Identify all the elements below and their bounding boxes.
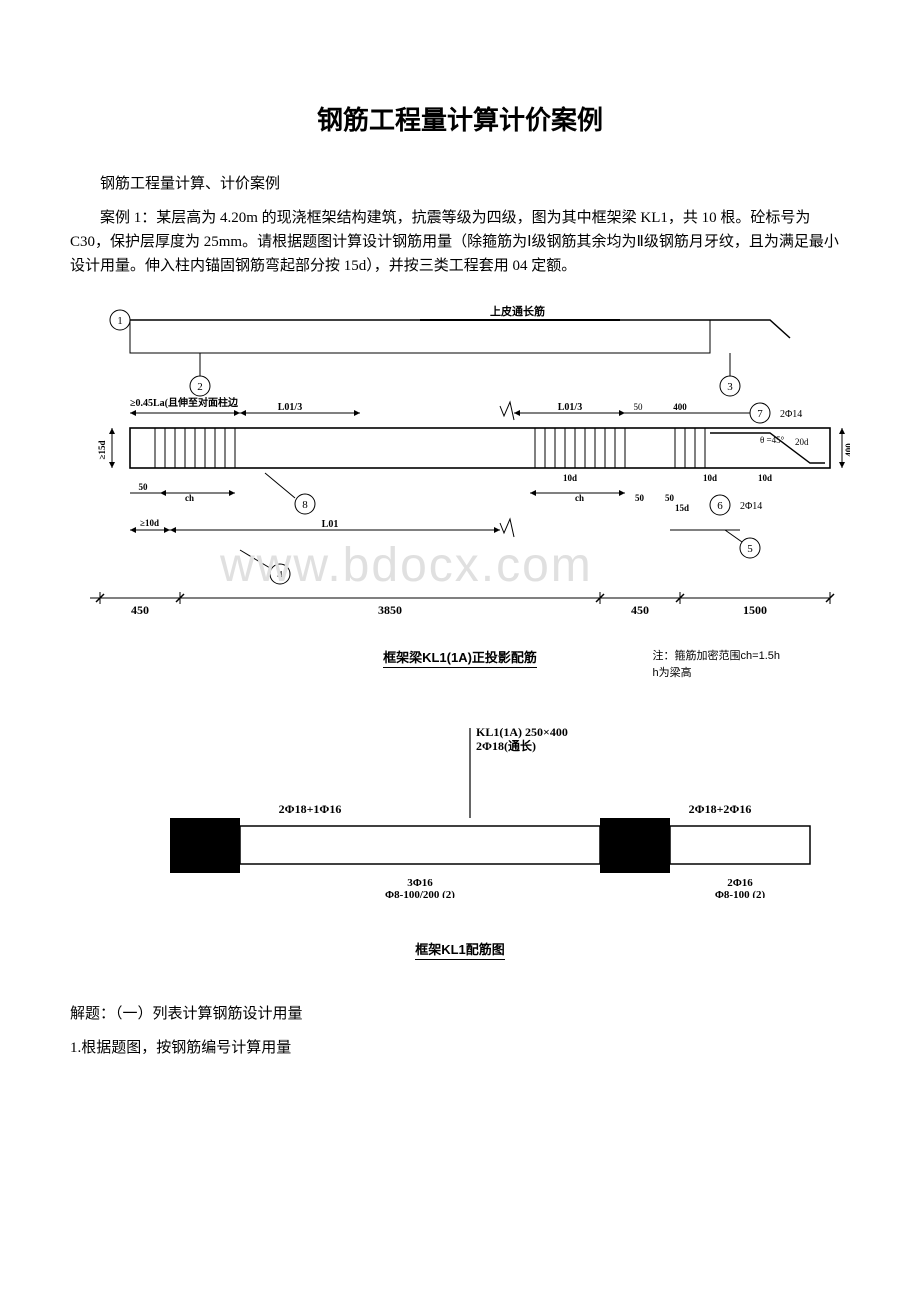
right-top-reinf: 2Φ18+2Φ16 [689,802,752,816]
d50-c: 50 [635,493,645,503]
elevation-diagram: 上皮通长筋 1 2 3 ≥0.45La(且伸至对面柱边 L01/3 L01/3 … [70,298,850,638]
ch-b: ch [575,493,584,503]
right-bot1: 2Φ16 [727,877,753,889]
d50-b: 50 [139,482,149,492]
d50-a: 50 [634,402,644,412]
bar2phi14-a: 2Φ14 [780,409,802,420]
bar2phi14-b: 2Φ14 [740,501,762,512]
dim10d-a: 10d [563,473,577,483]
fifteen-d: ≥15d [97,440,107,459]
diag2-title: 框架KL1配筋图 [415,942,505,960]
d400-a: 400 [673,402,687,412]
diag1-note1: 注：箍筋加密范围ch=1.5h [653,650,780,662]
circle-3: 3 [727,381,733,393]
answer-line2: 1.根据题图，按钢筋编号计算用量 [70,1036,850,1060]
circle-6: 6 [717,500,723,512]
circle-7: 7 [757,408,763,420]
circle-2: 2 [197,381,203,393]
theta-45: θ =45° [760,435,785,445]
circle-8: 8 [302,499,308,511]
elevation-svg: 上皮通长筋 1 2 3 ≥0.45La(且伸至对面柱边 L01/3 L01/3 … [70,298,850,638]
left-bot1: 3Φ16 [407,877,433,889]
dim-450-a: 450 [131,603,149,617]
diag1-note2: h为梁高 [653,667,692,679]
spec-line1: KL1(1A) 250×400 [476,725,568,739]
right-bot2: Φ8-100 (2) [715,889,766,898]
beam-svg: KL1(1A) 250×400 2Φ18(通长) 2Φ18+1Φ16 2Φ18+… [70,718,850,898]
L01-3-right: L01/3 [558,402,582,413]
page-title: 钢筋工程量计算计价案例 [70,100,850,142]
L01-bottom: L01 [322,519,339,530]
circle-5: 5 [747,543,753,555]
circle-4: 4 [277,569,283,581]
twenty-d: 20d [795,437,809,447]
answer-line1: 解题：（一）列表计算钢筋设计用量 [70,1002,850,1026]
left-top-reinf: 2Φ18+1Φ16 [279,802,342,816]
circle-1: 1 [117,315,123,327]
left-bot2: Φ8-100/200 (2) [385,889,455,898]
anchor-note: ≥0.45La(且伸至对面柱边 [130,396,239,409]
dim15d: 15d [675,503,689,513]
dim-3850: 3850 [378,603,402,617]
dim-1500: 1500 [743,603,767,617]
dim10d-c: 10d [758,473,772,483]
dim-450-b: 450 [631,603,649,617]
ch-a: ch [185,493,194,503]
dim10d-b: 10d [703,473,717,483]
spec-line2: 2Φ18(通长) [476,738,536,753]
case-text: 案例 1：某层高为 4.20m 的现浇框架结构建筑，抗震等级为四级，图为其中框架… [70,206,850,278]
ten-d: ≥10d [140,518,159,528]
L01-3-left: L01/3 [278,402,302,413]
upper-label: 上皮通长筋 [490,304,545,318]
d50-d: 50 [665,493,675,503]
side-400: 400 [844,442,850,456]
beam-plan-diagram: KL1(1A) 250×400 2Φ18(通长) 2Φ18+1Φ16 2Φ18+… [70,718,850,898]
diag1-title: 框架梁KL1(1A)正投影配筋 [383,650,537,668]
intro-line: 钢筋工程量计算、计价案例 [70,172,850,196]
